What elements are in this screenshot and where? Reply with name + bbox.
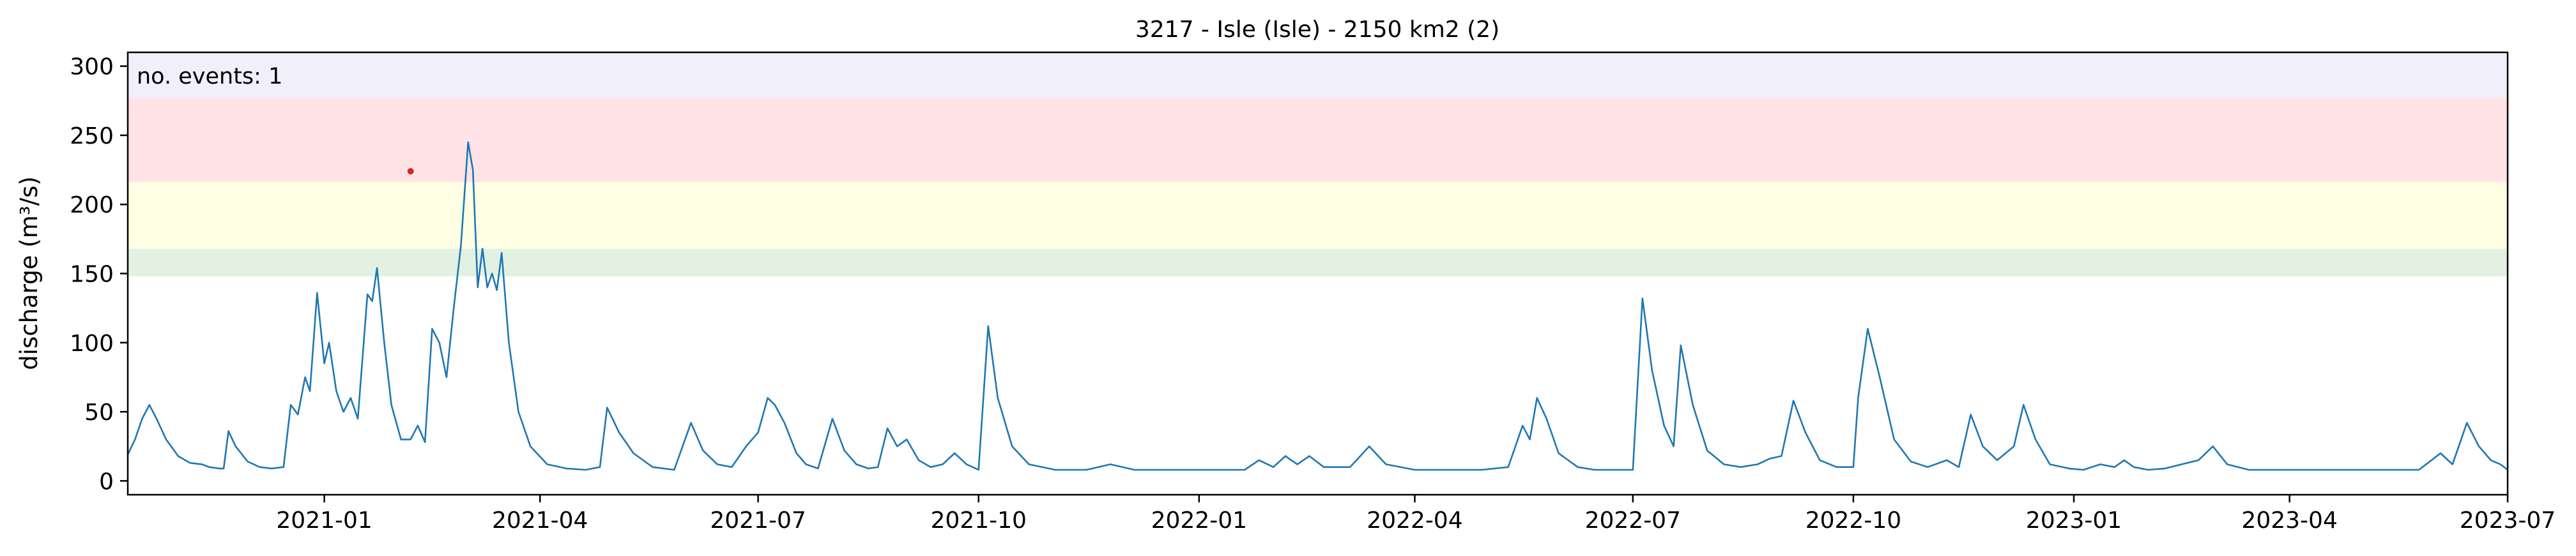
y-axis-label: discharge (m³/s) (15, 176, 43, 370)
x-axis-ticks: 2021-01 2021-04 2021-07 2021-10 2022-01 2022-… (276, 495, 2556, 534)
x-tick-label: 2023-07 (2460, 507, 2556, 534)
threshold-band-1 (128, 248, 2508, 276)
series-layer (126, 141, 2508, 471)
threshold-band-2 (128, 182, 2508, 249)
x-tick-label: 2023-01 (2026, 507, 2122, 534)
threshold-bands (128, 52, 2508, 276)
y-tick-label: 200 (70, 192, 114, 218)
marker-layer (407, 168, 414, 175)
y-axis-ticks: 0 50 100 150 200 250 300 (70, 54, 128, 495)
y-tick-label: 100 (70, 331, 114, 357)
x-tick-label: 2022-07 (1585, 507, 1681, 534)
x-tick-label: 2022-01 (1151, 507, 1247, 534)
threshold-band-3 (128, 98, 2508, 183)
y-tick-label: 250 (70, 123, 114, 149)
x-tick-label: 2022-10 (1805, 507, 1901, 534)
y-tick-label: 150 (70, 262, 114, 288)
x-tick-label: 2021-01 (276, 507, 372, 534)
y-tick-label: 0 (99, 469, 114, 495)
discharge-series-line (126, 141, 2508, 471)
event-marker (407, 168, 414, 175)
x-tick-label: 2021-10 (930, 507, 1026, 534)
chart-title: 3217 - Isle (Isle) - 2150 km2 (2) (1135, 17, 1499, 43)
threshold-band-4 (128, 52, 2508, 98)
y-tick-label: 300 (70, 54, 114, 80)
x-tick-label: 2021-04 (492, 507, 588, 534)
x-tick-label: 2023-04 (2241, 507, 2337, 534)
x-tick-label: 2022-04 (1367, 507, 1462, 534)
y-tick-label: 50 (84, 400, 114, 426)
x-tick-label: 2021-07 (710, 507, 806, 534)
event-count-annotation: no. events: 1 (137, 64, 282, 89)
